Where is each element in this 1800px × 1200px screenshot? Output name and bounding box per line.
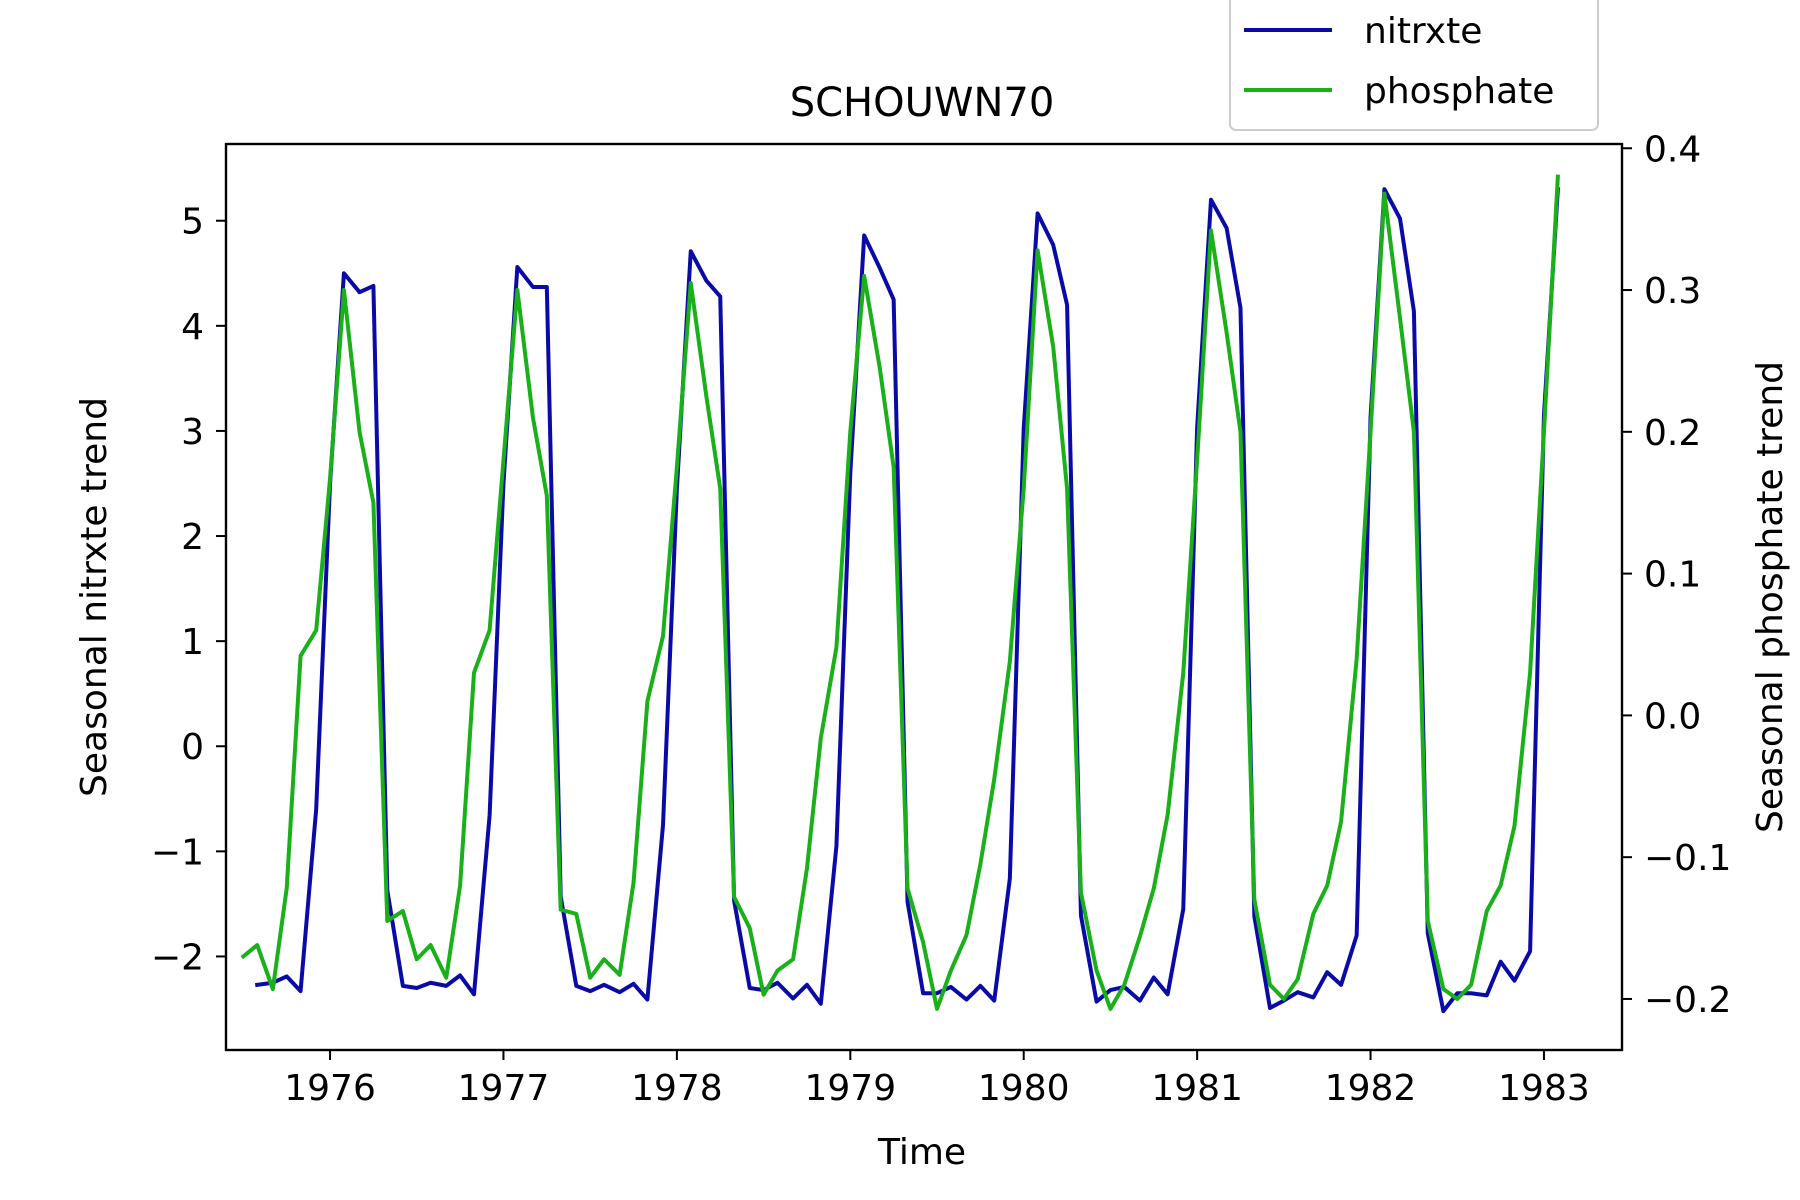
y-left-tick-label: 4: [181, 307, 204, 348]
series-line-nitrxte: [254, 187, 1560, 1014]
y-right-tick-label: −0.1: [1644, 838, 1731, 879]
x-tick-label: 1981: [1151, 1068, 1243, 1109]
y-left-tick-label: 2: [181, 517, 204, 558]
y-right-tick-label: 0.4: [1644, 129, 1701, 170]
plot-frame: [224, 142, 1624, 1052]
series-line-phosphate: [240, 174, 1560, 1011]
y-right-tick-label: −0.2: [1644, 980, 1731, 1021]
y-left-tick-label: 5: [181, 202, 204, 243]
y-right-tick-label: 0.2: [1644, 413, 1701, 454]
tick-layer: 1976 1977 1978 1979 1980 1981 1982 1983 −2 −1 0 1 2 3…: [151, 129, 1732, 1109]
x-tick-label: 1977: [458, 1068, 550, 1109]
y-left-tick-label: −2: [151, 937, 204, 978]
y-axis-label-left: Seasonal nitrxte trend: [74, 397, 115, 797]
y-left-tick-label: 3: [181, 412, 204, 453]
x-tick-label: 1979: [804, 1068, 896, 1109]
y-right-tick-label: 0.0: [1644, 696, 1701, 737]
chart-title: SCHOUWN70: [790, 80, 1055, 126]
legend-label-phosphate: phosphate: [1364, 71, 1554, 112]
x-tick-label: 1976: [284, 1068, 376, 1109]
legend: nitrxte phosphate: [1229, 0, 1599, 131]
y-left-tick-label: 0: [181, 727, 204, 768]
x-tick-label: 1978: [631, 1068, 723, 1109]
series-layer: [240, 174, 1560, 1014]
y-right-tick-label: 0.3: [1644, 271, 1701, 312]
y-axis-label-right: Seasonal phosphate trend: [1750, 361, 1791, 833]
x-axis-label: Time: [877, 1132, 966, 1173]
legend-label-nitrxte: nitrxte: [1364, 11, 1482, 52]
x-tick-label: 1983: [1498, 1068, 1590, 1109]
x-tick-label: 1980: [978, 1068, 1070, 1109]
legend-box: [1229, 0, 1599, 131]
y-right-tick-label: 0.1: [1644, 555, 1701, 596]
y-left-tick-label: −1: [151, 832, 204, 873]
x-tick-label: 1982: [1325, 1068, 1417, 1109]
y-left-tick-label: 1: [181, 622, 204, 663]
